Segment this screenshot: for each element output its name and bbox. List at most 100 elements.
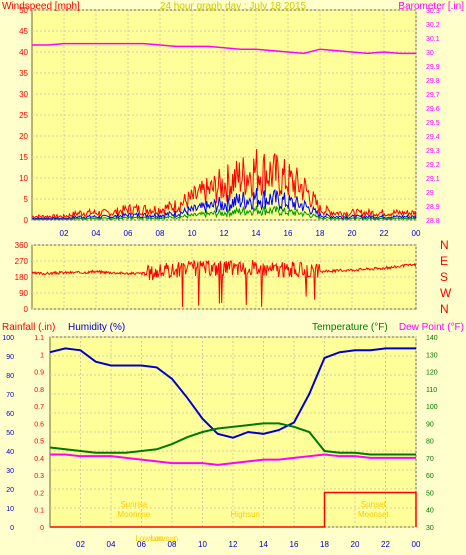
tick-label-left: 360 bbox=[15, 241, 29, 250]
tick-label-right: 29 bbox=[426, 190, 434, 197]
tick-label-temp: 40 bbox=[426, 508, 434, 515]
tick-label-right: 30.3 bbox=[426, 8, 440, 15]
tick-label-temp: 70 bbox=[426, 456, 434, 463]
tick-label-temp: 30 bbox=[426, 525, 434, 532]
ylabel-dewpoint: Dew Point (°F) bbox=[399, 322, 464, 333]
annotation-label: Sunset bbox=[361, 500, 387, 509]
tick-label-x: 10 bbox=[188, 229, 197, 238]
wind-barometer-chart: Windspeed [mph] 24 hour graph day : July … bbox=[2, 1, 464, 238]
tick-label-humidity: 60 bbox=[6, 411, 14, 418]
tick-label-humidity: 100 bbox=[2, 335, 14, 342]
tick-label-rain: 0.5 bbox=[34, 439, 44, 446]
tick-label-rain: 0.7 bbox=[34, 404, 44, 411]
tick-label-x: 22 bbox=[381, 540, 390, 549]
tick-label-left: 20 bbox=[19, 132, 28, 141]
annotation-label: Lowsun bbox=[135, 534, 163, 543]
tick-label-x: 10 bbox=[198, 540, 207, 549]
tick-label-right: 29.4 bbox=[426, 134, 440, 141]
compass-label: N bbox=[440, 302, 449, 316]
tick-label-left: 35 bbox=[19, 69, 28, 78]
tick-label-x: 16 bbox=[284, 229, 293, 238]
tick-label-humidity: 0 bbox=[10, 525, 14, 532]
tick-label-humidity: 50 bbox=[6, 430, 14, 437]
tick-label-x: 02 bbox=[60, 229, 69, 238]
ylabel-right: Barometer [.in] bbox=[398, 1, 464, 12]
tick-label-x: 12 bbox=[229, 540, 238, 549]
tick-label-left: 270 bbox=[15, 257, 29, 266]
tick-label-x: 18 bbox=[320, 540, 329, 549]
series-windspeed-average bbox=[31, 188, 417, 220]
ylabel-temperature: Temperature (°F) bbox=[312, 322, 388, 333]
temp-humidity-rain-chart: Rainfall (.in) Humidity (%) Temperature (°… bbox=[2, 322, 464, 549]
tick-label-rain: 0.3 bbox=[34, 473, 44, 480]
tick-label-rain: 0.6 bbox=[34, 421, 44, 428]
tick-label-x: 02 bbox=[76, 540, 85, 549]
tick-label-temp: 130 bbox=[426, 352, 438, 359]
series-windspeed-low bbox=[31, 205, 417, 221]
tick-label-left: 40 bbox=[19, 48, 28, 57]
tick-label-right: 29.3 bbox=[426, 148, 440, 155]
tick-label-humidity: 40 bbox=[6, 449, 14, 456]
tick-label-humidity: 30 bbox=[6, 468, 14, 475]
tick-label-right: 29.7 bbox=[426, 92, 440, 99]
tick-label-rain: 1 bbox=[40, 352, 44, 359]
ylabel-humidity: Humidity (%) bbox=[68, 322, 125, 333]
tick-label-x: 08 bbox=[168, 540, 177, 549]
tick-label-x: 08 bbox=[156, 229, 165, 238]
series-barometer bbox=[32, 42, 416, 55]
annotation-label: Moonset bbox=[358, 510, 389, 519]
series-rainfall bbox=[50, 491, 417, 528]
tick-label-left: 25 bbox=[19, 111, 28, 120]
series-humidity bbox=[49, 347, 416, 439]
tick-label-right: 28.9 bbox=[426, 204, 440, 211]
tick-label-temp: 140 bbox=[426, 335, 438, 342]
tick-label-x: 00 bbox=[412, 229, 421, 238]
tick-label-x: 12 bbox=[220, 229, 229, 238]
annotation-label: Sunrise bbox=[120, 500, 148, 509]
tick-label-rain: 0.9 bbox=[34, 370, 44, 377]
tick-label-left: 10 bbox=[19, 174, 28, 183]
annotation-label: Highsun bbox=[231, 510, 260, 519]
tick-label-x: 06 bbox=[124, 229, 133, 238]
tick-label-temp: 90 bbox=[426, 421, 434, 428]
tick-label-rain: 0.1 bbox=[34, 508, 44, 515]
tick-label-x: 04 bbox=[92, 229, 101, 238]
tick-label-rain: 1.1 bbox=[34, 335, 44, 342]
tick-label-temp: 110 bbox=[426, 387, 437, 394]
tick-label-left: 180 bbox=[15, 273, 29, 282]
tick-label-right: 29.6 bbox=[426, 106, 440, 113]
tick-label-right: 30.1 bbox=[426, 36, 440, 43]
tick-label-left: 5 bbox=[24, 195, 29, 204]
annotation-label: Lowsun bbox=[151, 534, 179, 543]
tick-label-temp: 60 bbox=[426, 473, 434, 480]
tick-label-temp: 80 bbox=[426, 439, 434, 446]
tick-label-humidity: 70 bbox=[6, 392, 14, 399]
tick-label-x: 14 bbox=[252, 229, 261, 238]
compass-label: W bbox=[440, 286, 452, 300]
tick-label-left: 50 bbox=[19, 6, 28, 15]
tick-label-x: 14 bbox=[259, 540, 268, 549]
tick-label-humidity: 90 bbox=[6, 354, 14, 361]
ylabel-left: Windspeed [mph] bbox=[2, 1, 80, 12]
tick-label-humidity: 10 bbox=[6, 506, 14, 513]
tick-label-right: 29.9 bbox=[426, 64, 440, 71]
tick-label-left: 0 bbox=[24, 305, 29, 314]
tick-label-x: 00 bbox=[412, 540, 421, 549]
tick-label-x: 18 bbox=[316, 229, 325, 238]
tick-label-right: 29.1 bbox=[426, 176, 440, 183]
compass-label: S bbox=[440, 270, 448, 284]
tick-label-temp: 100 bbox=[426, 404, 438, 411]
tick-label-right: 30 bbox=[426, 50, 434, 57]
tick-label-left: 15 bbox=[19, 153, 28, 162]
tick-label-temp: 50 bbox=[426, 490, 434, 497]
tick-label-right: 29.2 bbox=[426, 162, 440, 169]
compass-label: N bbox=[440, 238, 449, 252]
tick-label-x: 06 bbox=[137, 540, 146, 549]
tick-label-left: 0 bbox=[24, 216, 29, 225]
chart-title: 24 hour graph day : July 18 2015 bbox=[160, 1, 307, 12]
tick-label-x: 20 bbox=[348, 229, 357, 238]
tick-label-left: 90 bbox=[19, 289, 28, 298]
tick-label-left: 30 bbox=[19, 90, 28, 99]
